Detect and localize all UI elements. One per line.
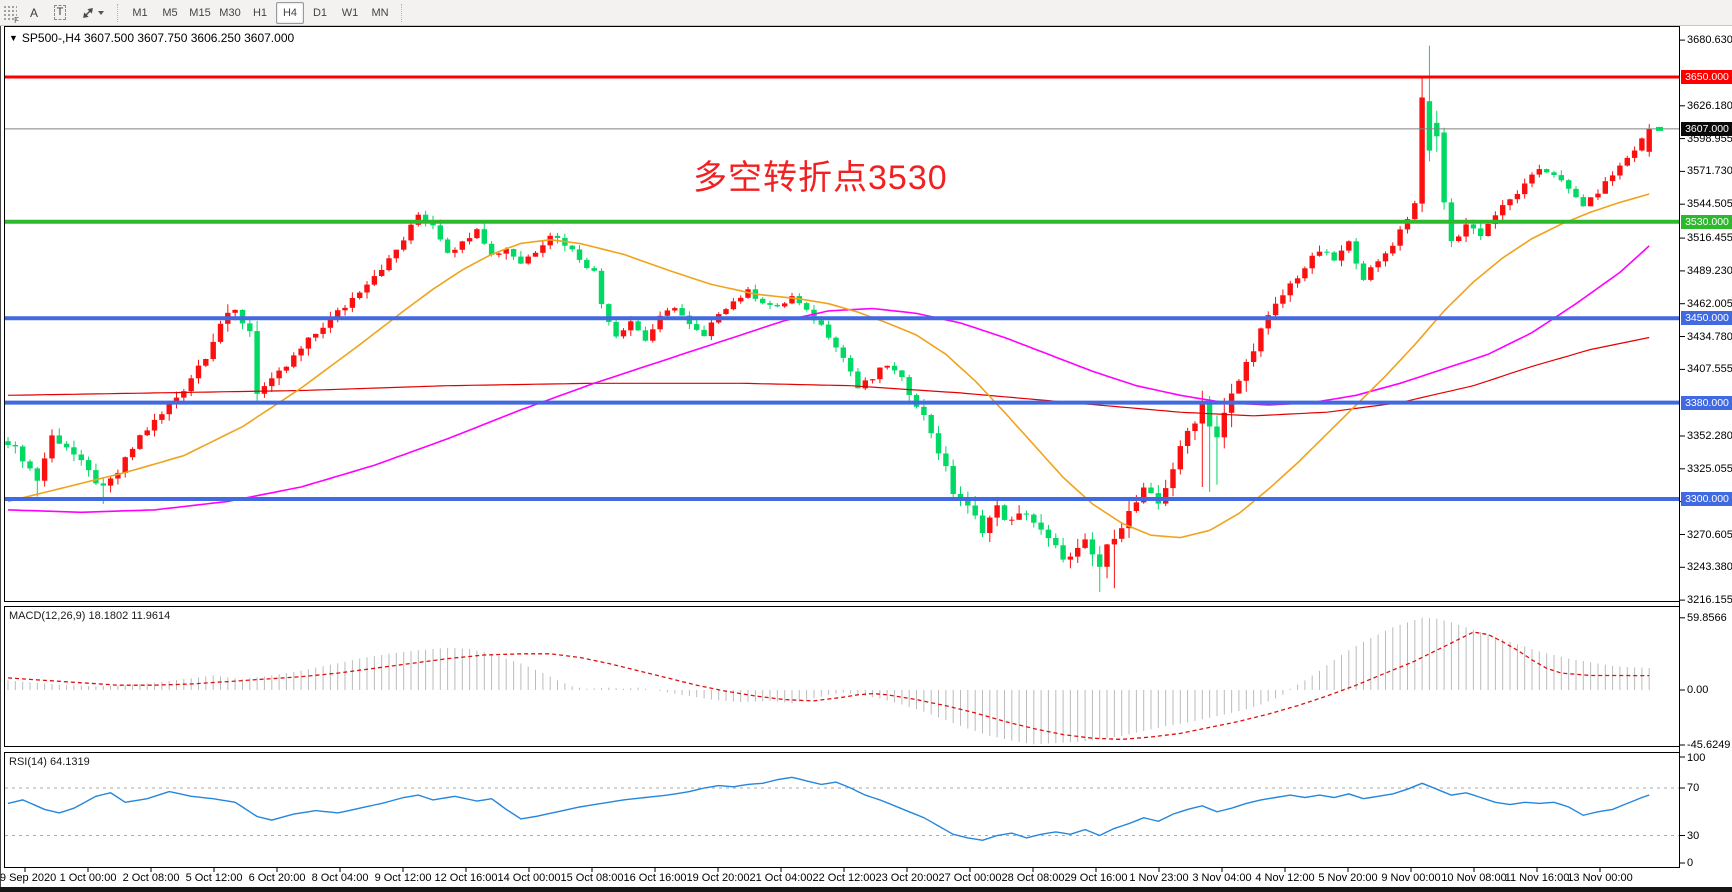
time-label: 9 Oct 12:00: [374, 872, 432, 884]
time-label: 6 Oct 20:00: [248, 872, 306, 884]
current-price-marker: [1656, 126, 1663, 131]
price-tick-label: 3352.280: [1687, 430, 1732, 442]
price-tick-label: 3270.605: [1687, 528, 1732, 541]
chevron-down-icon: [97, 10, 104, 15]
rsi-axis-label: 100: [1687, 752, 1706, 764]
time-label: 29 Sep 2020: [0, 872, 57, 884]
price-level-badge: 3607.000: [1681, 121, 1732, 136]
chevron-down-icon: ▼: [9, 33, 18, 43]
timeframe-button-m1[interactable]: M1: [132, 6, 148, 19]
toolbar-grip-icon[interactable]: F: [3, 4, 19, 25]
time-label: 1 Oct 00:00: [59, 872, 117, 884]
price-tick-label: 3462.005: [1687, 297, 1732, 310]
time-label: 1 Nov 23:00: [1129, 872, 1189, 884]
timeframe-button-m5[interactable]: M5: [162, 6, 178, 19]
timeframe-button-h4[interactable]: H4: [276, 1, 304, 24]
time-label: 9 Nov 00:00: [1381, 872, 1441, 884]
price-tick-label: 3626.180: [1687, 99, 1732, 112]
price-tick-label: 3571.730: [1687, 165, 1732, 178]
price-tick-label: 3325.055: [1687, 462, 1732, 475]
price-tick-label: 3434.780: [1687, 330, 1732, 343]
price-tick-label: 3680.630: [1687, 34, 1732, 47]
time-label: 8 Oct 04:00: [311, 872, 369, 884]
rsi-line: [7, 776, 1650, 842]
price-level-badge: 3450.000: [1681, 311, 1732, 326]
rsi-axis-label: 70: [1687, 782, 1700, 794]
timeframe-button-mn[interactable]: MN: [371, 6, 389, 19]
macd-histogram: [7, 617, 1650, 745]
time-label: 12 Oct 16:00: [434, 872, 498, 884]
time-label: 16 Oct 16:00: [623, 872, 687, 884]
macd-signal-line: [7, 631, 1650, 741]
time-label: 2 Oct 08:00: [122, 872, 180, 884]
window-bottom-edge: [0, 887, 1732, 892]
price-level-badge: 3530.000: [1681, 214, 1732, 229]
macd-axis-label: 0.00: [1687, 684, 1709, 696]
time-label: 3 Nov 04:00: [1192, 872, 1252, 884]
macd-axis-label: 59.8566: [1687, 611, 1727, 624]
price-tick-label: 3544.505: [1687, 198, 1732, 211]
rsi-panel-frame: [4, 752, 1680, 868]
symbol-header: ▼ SP500-,H4 3607.500 3607.750 3606.250 36…: [9, 31, 295, 45]
timeframe-group: M1 M5 M15 M30 H1 H4 D1 W1 MN: [125, 1, 395, 24]
timeframe-button-d1[interactable]: D1: [312, 6, 328, 19]
macd-axis-label: -45.6249: [1687, 739, 1731, 751]
font-tool-button[interactable]: A: [29, 5, 38, 20]
time-label: 11 Nov 16:00: [1504, 872, 1570, 884]
toolbar-separator: [401, 3, 403, 22]
timeframe-button-m15[interactable]: M15: [189, 6, 211, 19]
time-label: 29 Oct 16:00: [1064, 872, 1128, 884]
timeframe-button-h1[interactable]: H1: [252, 6, 268, 19]
time-label: 5 Nov 20:00: [1318, 872, 1378, 884]
time-label: 28 Oct 08:00: [1001, 872, 1065, 884]
text-box-icon: T: [53, 5, 67, 20]
crossed-arrows-icon: [82, 7, 93, 18]
time-label: 13 Nov 00:00: [1567, 872, 1633, 884]
cursor-mode-button[interactable]: [74, 2, 110, 24]
time-label: 14 Oct 00:00: [497, 872, 561, 884]
candlestick-series: [5, 45, 1652, 592]
price-tick-label: 3243.380: [1687, 561, 1732, 574]
ma-slow-red-line: [7, 336, 1650, 417]
time-label: 27 Oct 00:00: [938, 872, 1002, 884]
timeframe-button-m30[interactable]: M30: [219, 6, 241, 19]
time-label: 15 Oct 08:00: [560, 872, 624, 884]
rsi-indicator-label: RSI(14) 64.1319: [9, 756, 90, 768]
price-level-badge: 3380.000: [1681, 395, 1732, 410]
macd-indicator-label: MACD(12,26,9) 18.1802 11.9614: [9, 610, 171, 622]
price-tick-label: 3489.230: [1687, 264, 1732, 277]
axis-ticks: [24, 39, 1685, 872]
chart-annotation-text[interactable]: 多空转折点3530: [693, 159, 948, 197]
price-level-badge: 3650.000: [1681, 70, 1732, 84]
toolbar-separator: [117, 3, 119, 22]
price-level-badge: 3300.000: [1681, 492, 1732, 506]
timeframe-button-w1[interactable]: W1: [341, 6, 359, 19]
toolbar: F A T M1 M5 M15 M30 H1 H4 D1 W1 MN: [0, 0, 1732, 26]
time-label: 19 Oct 20:00: [686, 872, 750, 884]
price-tick-label: 3516.455: [1687, 232, 1732, 245]
ma-mid-magenta-line: [7, 245, 1650, 514]
price-tick-label: 3407.555: [1687, 363, 1732, 376]
time-label: 23 Oct 20:00: [875, 872, 939, 884]
text-label-tool-button[interactable]: T: [48, 2, 72, 24]
rsi-axis-label: 0: [1687, 857, 1694, 869]
time-label: 5 Oct 12:00: [185, 872, 243, 884]
macd-panel-frame: [4, 606, 1680, 747]
rsi-axis-label: 30: [1687, 829, 1700, 842]
time-label: 10 Nov 08:00: [1441, 872, 1507, 884]
time-label: 22 Oct 12:00: [812, 872, 876, 884]
time-label: 21 Oct 04:00: [749, 872, 813, 884]
main-panel-frame: [4, 26, 1680, 602]
time-label: 4 Nov 12:00: [1255, 872, 1315, 884]
price-tick-label: 3216.155: [1687, 594, 1732, 607]
